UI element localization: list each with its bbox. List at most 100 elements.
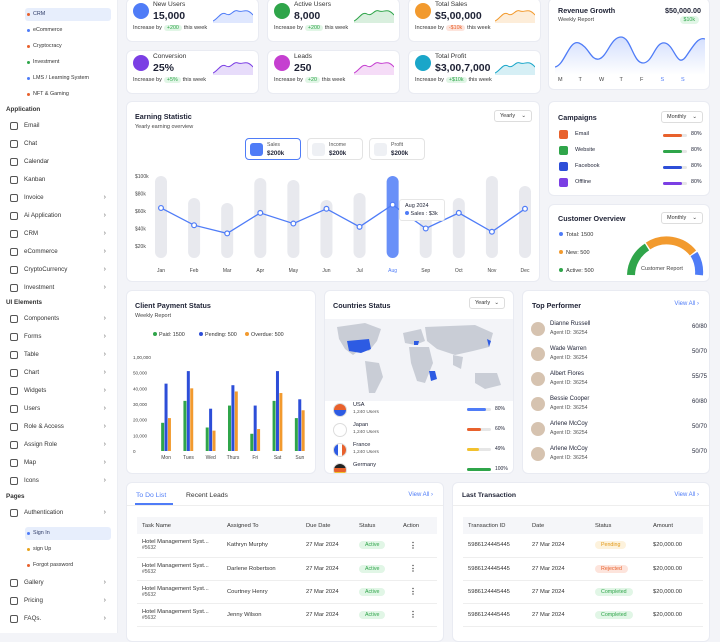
bar-paid-fri[interactable] bbox=[250, 433, 254, 451]
sidebar-subitem-forgot-password[interactable]: Forgot password bbox=[25, 559, 111, 572]
data-point[interactable] bbox=[257, 209, 264, 216]
bar-pending-tues[interactable] bbox=[186, 371, 190, 451]
data-point[interactable] bbox=[191, 222, 198, 229]
customer-period-select[interactable]: Monthly ⌄ bbox=[661, 212, 703, 224]
data-point[interactable] bbox=[158, 204, 165, 211]
countries-period-select[interactable]: Yearly ⌄ bbox=[469, 297, 505, 309]
sidebar-subitem-crm[interactable]: CRM bbox=[25, 8, 111, 21]
data-point[interactable] bbox=[455, 209, 462, 216]
sidebar-item-cryptocurrency[interactable]: CryptoCurrency › bbox=[8, 264, 108, 276]
sidebar-item-ai-application[interactable]: Ai Application › bbox=[8, 210, 108, 222]
sidebar-item-kanban[interactable]: Kanban bbox=[8, 174, 108, 186]
bar-pending-fri[interactable] bbox=[253, 405, 257, 451]
sidebar-item-gallery[interactable]: Gallery › bbox=[8, 577, 108, 589]
bar-pending-sat[interactable] bbox=[275, 371, 279, 451]
sidebar-subitem-investment[interactable]: Investment bbox=[25, 56, 111, 69]
bar-paid-sun[interactable] bbox=[294, 418, 298, 451]
sidebar-item-assign-role[interactable]: Assign Role › bbox=[8, 439, 108, 451]
bar-pending-wed[interactable] bbox=[209, 408, 213, 451]
data-point[interactable] bbox=[422, 225, 429, 232]
bar-pending-thurs[interactable] bbox=[231, 385, 235, 451]
table-row[interactable]: Hotel Management Syst... #5632 Darlene Rob… bbox=[137, 557, 437, 581]
performer-row[interactable]: Dianne Russell Agent ID: 36254 60/80 bbox=[531, 319, 707, 343]
bar-pending-mon[interactable] bbox=[164, 383, 168, 451]
sidebar-item-ecommerce[interactable]: eCommerce › bbox=[8, 246, 108, 258]
table-row[interactable]: 5986124445445 27 Mar 2024 Completed $20,000… bbox=[463, 603, 703, 627]
bar-pending-sun[interactable] bbox=[298, 399, 302, 451]
data-point[interactable] bbox=[356, 223, 363, 230]
sidebar-subitem-sign-up[interactable]: sign Up bbox=[25, 543, 111, 556]
sidebar-subitem-nft-gaming[interactable]: NFT & Gaming bbox=[25, 88, 111, 101]
tab-recent-leads[interactable]: Recent Leads bbox=[186, 492, 228, 499]
performer-row[interactable]: Wade Warren Agent ID: 36254 50/70 bbox=[531, 344, 707, 368]
sidebar-subitem-lms-learning-system[interactable]: LMS / Learning System bbox=[25, 72, 111, 85]
bar-paid-mon[interactable] bbox=[161, 422, 165, 451]
more-vertical-icon[interactable]: ⋮ bbox=[409, 540, 417, 550]
stat-card-new-users: New Users 15,000 Increase by +200 this week bbox=[126, 0, 259, 42]
sidebar-item-widgets[interactable]: Widgets › bbox=[8, 385, 108, 397]
performer-row[interactable]: Arlene McCoy Agent ID: 36254 50/70 bbox=[531, 419, 707, 443]
sidebar-item-pricing[interactable]: Pricing › bbox=[8, 595, 108, 607]
bar-paid-wed[interactable] bbox=[205, 427, 209, 452]
tab-sales[interactable]: Sales $200k bbox=[245, 138, 301, 160]
sidebar-subitem-cryptocracy[interactable]: Cryptocracy bbox=[25, 40, 111, 53]
sidebar-item-faqs-[interactable]: FAQs. › bbox=[8, 613, 108, 625]
bar-overdue-tues[interactable] bbox=[190, 388, 194, 451]
sidebar-item-components[interactable]: Components › bbox=[8, 313, 108, 325]
bar-paid-thurs[interactable] bbox=[228, 405, 231, 451]
more-vertical-icon[interactable]: ⋮ bbox=[409, 564, 417, 573]
table-row[interactable]: 5986124445445 27 Mar 2024 Rejected $20,000.… bbox=[463, 557, 703, 581]
view-all-link[interactable]: View All › bbox=[408, 492, 433, 498]
tab-profit[interactable]: Profit $200k bbox=[369, 138, 425, 160]
performer-row[interactable]: Albert Flores Agent ID: 36254 55/75 bbox=[531, 369, 707, 393]
bar-overdue-sat[interactable] bbox=[279, 393, 283, 451]
data-point[interactable] bbox=[389, 201, 396, 208]
sidebar-item-chat[interactable]: Chat bbox=[8, 138, 108, 150]
more-vertical-icon[interactable]: ⋮ bbox=[409, 587, 417, 596]
data-point[interactable] bbox=[323, 205, 330, 212]
bar-overdue-fri[interactable] bbox=[257, 429, 261, 451]
table-row[interactable]: 5986124445445 27 Mar 2024 Pending $20,000.0… bbox=[463, 534, 703, 558]
sidebar-item-forms[interactable]: Forms › bbox=[8, 331, 108, 343]
sidebar-item-invoice[interactable]: Invoice › bbox=[8, 192, 108, 204]
data-point[interactable] bbox=[522, 205, 529, 212]
performer-row[interactable]: Bessie Cooper Agent ID: 36254 60/80 bbox=[531, 394, 707, 418]
data-point[interactable] bbox=[290, 220, 297, 227]
weekday-label: F bbox=[640, 77, 644, 83]
sidebar-item-calendar[interactable]: Calendar bbox=[8, 156, 108, 168]
sidebar-item-investment[interactable]: Investment › bbox=[8, 282, 108, 294]
table-row[interactable]: 5986124445445 27 Mar 2024 Completed $20,000… bbox=[463, 580, 703, 604]
stat-footer-text: this week bbox=[183, 25, 208, 31]
world-map-graphic bbox=[337, 323, 501, 393]
sidebar-item-map[interactable]: Map › bbox=[8, 457, 108, 469]
sidebar-item-table[interactable]: Table › bbox=[8, 349, 108, 361]
view-all-link[interactable]: View All › bbox=[674, 492, 699, 498]
sidebar-subitem-sign-in[interactable]: Sign In bbox=[25, 527, 111, 540]
bar-overdue-thurs[interactable] bbox=[234, 391, 238, 451]
sidebar-item-chart[interactable]: Chart › bbox=[8, 367, 108, 379]
bar-overdue-sun[interactable] bbox=[301, 410, 305, 451]
bar-overdue-mon[interactable] bbox=[167, 418, 171, 451]
sidebar-item-icons[interactable]: Icons › bbox=[8, 475, 108, 487]
table-row[interactable]: Hotel Management Syst... #5632 Jenny Wilso… bbox=[137, 603, 437, 627]
sidebar-item-users[interactable]: Users › bbox=[8, 403, 108, 415]
performer-row[interactable]: Arlene McCoy Agent ID: 36254 50/70 bbox=[531, 444, 707, 468]
table-row[interactable]: Hotel Management Syst... #5632 Kathryn Mur… bbox=[137, 534, 437, 558]
sidebar-subitem-ecommerce[interactable]: eCommerce bbox=[25, 24, 111, 37]
sidebar-item-email[interactable]: Email bbox=[8, 120, 108, 132]
tab-todo-list[interactable]: To Do List bbox=[136, 492, 167, 499]
data-point[interactable] bbox=[224, 230, 231, 237]
bar-overdue-wed[interactable] bbox=[212, 430, 216, 451]
view-all-link[interactable]: View All › bbox=[674, 301, 699, 307]
tab-income[interactable]: Income $200k bbox=[307, 138, 363, 160]
table-row[interactable]: Hotel Management Syst... #5632 Courtney He… bbox=[137, 580, 437, 604]
data-point[interactable] bbox=[488, 228, 495, 235]
bar-paid-tues[interactable] bbox=[183, 400, 187, 451]
period-select[interactable]: Yearly ⌄ bbox=[494, 110, 532, 122]
more-vertical-icon[interactable]: ⋮ bbox=[409, 610, 417, 619]
sidebar-item-crm[interactable]: CRM › bbox=[8, 228, 108, 240]
sidebar-item-role-access[interactable]: Role & Access › bbox=[8, 421, 108, 433]
campaign-period-select[interactable]: Monthly ⌄ bbox=[661, 111, 703, 123]
bar-paid-sat[interactable] bbox=[272, 400, 276, 451]
sidebar-item-authentication[interactable]: Authentication › bbox=[8, 507, 108, 519]
